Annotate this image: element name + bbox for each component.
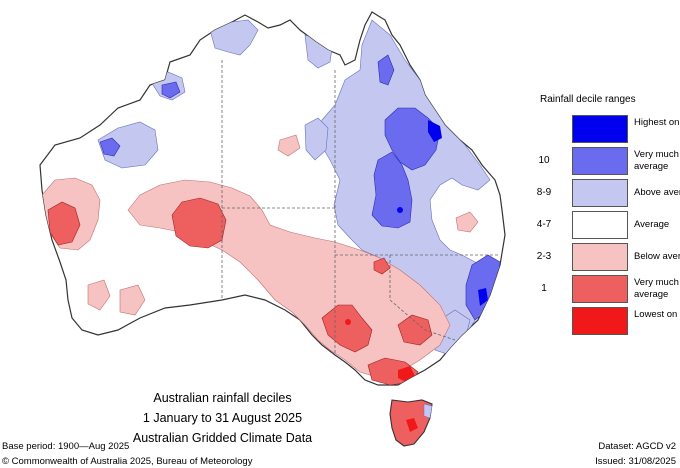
tasmania-lowest-spot: [406, 418, 418, 432]
map-title-block: Australian rainfall deciles 1 January to…: [120, 388, 325, 448]
below-average-region-qld-spot: [455, 211, 479, 233]
legend-item-swatch: [572, 307, 628, 335]
copyright-text: © Commonwealth of Australia 2025, Bureau…: [2, 456, 253, 467]
legend-item-label: Very much below average: [634, 277, 680, 300]
very-much-below-region-sw: [47, 201, 81, 246]
legend-item: 2-3 Below average: [532, 243, 680, 271]
legend-item-range: 1: [541, 283, 547, 294]
legend-item-range: 2-3: [536, 251, 552, 262]
legend-item-label: Average: [634, 219, 670, 230]
map-period: 1 January to 31 August 2025: [142, 411, 303, 425]
highest-on-record-region-nsw: [478, 288, 488, 306]
map-dataset-name: Australian Gridded Climate Data: [132, 431, 313, 445]
very-much-above-region-nt: [161, 81, 181, 99]
legend-item-label: Above average: [634, 187, 680, 198]
legend-item: 1 Very much below average: [532, 275, 680, 303]
very-much-below-region-sa-spot: [373, 257, 391, 275]
highest-on-record-spot-qld: [397, 207, 403, 213]
map-title: Australian rainfall deciles: [153, 391, 292, 405]
lowest-on-record-spot-sa: [345, 319, 351, 325]
highest-on-record-region-qld: [428, 120, 442, 142]
legend-item: 4-7 Average: [532, 211, 672, 239]
legend-item-swatch: [572, 147, 628, 175]
below-average-region-wa-south: [87, 279, 111, 311]
legend-item: Highest on record: [532, 115, 680, 143]
legend-item: 8-9 Above average: [532, 179, 680, 207]
legend-item-range: 8-9: [536, 187, 552, 198]
state-borders: [221, 60, 500, 355]
legend-item-swatch: [572, 275, 628, 303]
legend-item-swatch: [572, 115, 628, 143]
very-much-above-region-kimberley: [99, 137, 121, 157]
legend-item-range: 10: [538, 155, 550, 166]
very-much-below-region-vic-north: [397, 314, 433, 346]
legend-item-swatch: [572, 179, 628, 207]
above-average-region-gulf: [304, 117, 329, 161]
issued-date-text: Issued: 31/08/2025: [595, 456, 676, 467]
legend-item-label: Lowest on record: [634, 309, 680, 320]
below-average-region-wa-coast: [119, 284, 146, 316]
legend-item: Lowest on record: [532, 307, 680, 335]
legend-item-swatch: [572, 243, 628, 271]
dataset-version-text: Dataset: AGCD v2: [598, 441, 676, 452]
legend-item-label: Very much above average: [634, 149, 680, 172]
base-period-text: Base period: 1900—Aug 2025: [2, 441, 130, 452]
above-average-region-pilbara: [97, 121, 159, 169]
below-average-region-nt-spot: [277, 134, 301, 157]
tasmania-above-average-spot: [423, 403, 433, 419]
legend-item: 10 Very much above average: [532, 147, 680, 175]
very-much-below-region-central: [171, 197, 227, 249]
very-much-above-region-cape: [377, 54, 395, 86]
legend-item-range: 4-7: [536, 219, 552, 230]
legend-item-swatch: [572, 211, 628, 239]
legend-item-label: Highest on record: [634, 117, 680, 128]
very-much-above-region-qld-north: [384, 107, 441, 171]
very-much-below-region-sa: [321, 304, 373, 353]
above-average-region-nt: [209, 19, 259, 56]
legend-title: Rainfall decile ranges: [540, 94, 636, 105]
legend-item-label: Below average: [634, 251, 680, 262]
